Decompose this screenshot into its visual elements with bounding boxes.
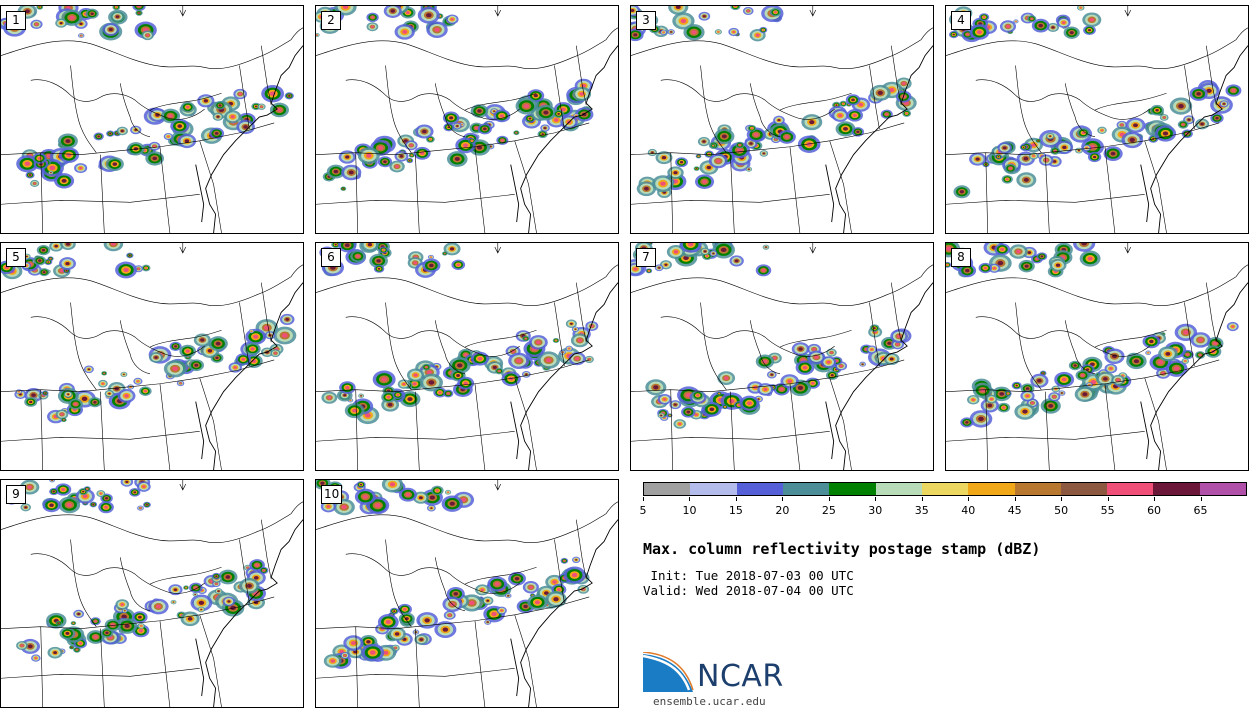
reflectivity-field [631, 243, 912, 429]
ncar-logo-icon [643, 652, 694, 692]
chart-title: Max. column reflectivity postage stamp (… [643, 540, 1041, 558]
colorbar-tick [1107, 497, 1109, 501]
member-panel-10: 10 [315, 479, 619, 708]
colorbar-segment [690, 483, 737, 495]
ncar-wordmark: NCAR [697, 659, 784, 694]
colorbar-tick-label: 40 [961, 504, 976, 517]
colorbar-tick [968, 497, 970, 501]
member-number-label: 8 [951, 248, 971, 267]
member-number-label: 1 [6, 11, 26, 30]
colorbar-tick [1014, 497, 1016, 501]
init-time: Init: Tue 2018-07-03 00 UTC [643, 568, 854, 583]
colorbar-tick-label: 25 [821, 504, 836, 517]
member-number-label: 3 [636, 11, 656, 30]
colorbar-tick-label: 50 [1054, 504, 1069, 517]
reflectivity-field [6, 480, 269, 662]
colorbar-tick [1061, 497, 1063, 501]
colorbar-ticks: 5 10 15 20 25 30 35 40 45 50 55 60 65 [639, 497, 1247, 521]
colorbar-tick-label: 10 [682, 504, 697, 517]
reflectivity-field [316, 6, 594, 191]
colorbar-segment [1153, 483, 1200, 495]
colorbar-segment [1107, 483, 1154, 495]
colorbar-segment [736, 483, 783, 495]
map-base [1, 480, 303, 707]
member-number-label: 6 [321, 248, 341, 267]
colorbar-tick-label: 35 [914, 504, 929, 517]
member-panel-2: 2 [315, 5, 619, 234]
reflectivity-field [316, 480, 590, 669]
colorbar-segment [968, 483, 1015, 495]
member-number-label: 5 [6, 248, 26, 267]
colorbar-tick [643, 497, 644, 501]
reflectivity-field [319, 243, 599, 425]
colorbar-tick [875, 497, 877, 501]
member-number-label: 4 [951, 11, 971, 30]
colorbar-tick [735, 497, 737, 501]
valid-time: Valid: Wed 2018-07-04 00 UTC [643, 583, 854, 598]
reflectivity-field [1, 243, 297, 424]
member-panel-8: 8 [945, 242, 1249, 471]
colorbar-tick-label: 30 [868, 504, 883, 517]
colorbar-tick [828, 497, 830, 501]
map-base [946, 6, 1248, 233]
colorbar-segment [644, 483, 691, 495]
map-base [946, 243, 1248, 470]
colorbar-tick [1200, 497, 1202, 501]
map-base [316, 6, 618, 233]
reflectivity-field [949, 6, 1242, 199]
colorbar-tick-label: 45 [1007, 504, 1022, 517]
colorbar-tick-label: 60 [1147, 504, 1162, 517]
map-base [1, 243, 303, 470]
colorbar-tick [1154, 497, 1156, 501]
reflectivity-field [946, 243, 1239, 428]
colorbar-tick-label: 5 [639, 504, 647, 517]
colorbar-tick-label: 20 [775, 504, 790, 517]
map-base [631, 6, 933, 233]
colorbar-segment [1014, 483, 1061, 495]
map-base [1, 6, 303, 233]
colorbar-tick [921, 497, 923, 501]
colorbar-tick-label: 55 [1100, 504, 1115, 517]
colorbar-segment [921, 483, 969, 495]
map-base [631, 243, 933, 470]
reflectivity-field [631, 6, 917, 198]
colorbar-segment [1199, 483, 1247, 495]
reflectivity-field [1, 6, 294, 189]
colorbar-tick [782, 497, 784, 501]
member-panel-9: 9 [0, 479, 304, 708]
colorbar-tick-label: 15 [728, 504, 743, 517]
colorbar-segment [782, 483, 830, 495]
member-panel-7: 7 [630, 242, 934, 471]
map-base [316, 243, 618, 470]
member-number-label: 10 [321, 485, 343, 504]
colorbar-tick-label: 65 [1193, 504, 1208, 517]
website-text: ensemble.ucar.edu [653, 695, 766, 708]
reflectivity-colorbar [643, 482, 1247, 496]
colorbar-tick [689, 497, 691, 501]
member-number-label: 9 [6, 485, 26, 504]
member-number-label: 7 [636, 248, 656, 267]
colorbar-segment [829, 483, 876, 495]
member-number-label: 2 [321, 11, 341, 30]
colorbar-segment [875, 483, 922, 495]
member-panel-4: 4 [945, 5, 1249, 234]
member-panel-1: 1 [0, 5, 304, 234]
map-base [316, 480, 618, 707]
member-panel-3: 3 [630, 5, 934, 234]
colorbar-segment [1060, 483, 1108, 495]
member-panel-5: 5 [0, 242, 304, 471]
member-panel-6: 6 [315, 242, 619, 471]
